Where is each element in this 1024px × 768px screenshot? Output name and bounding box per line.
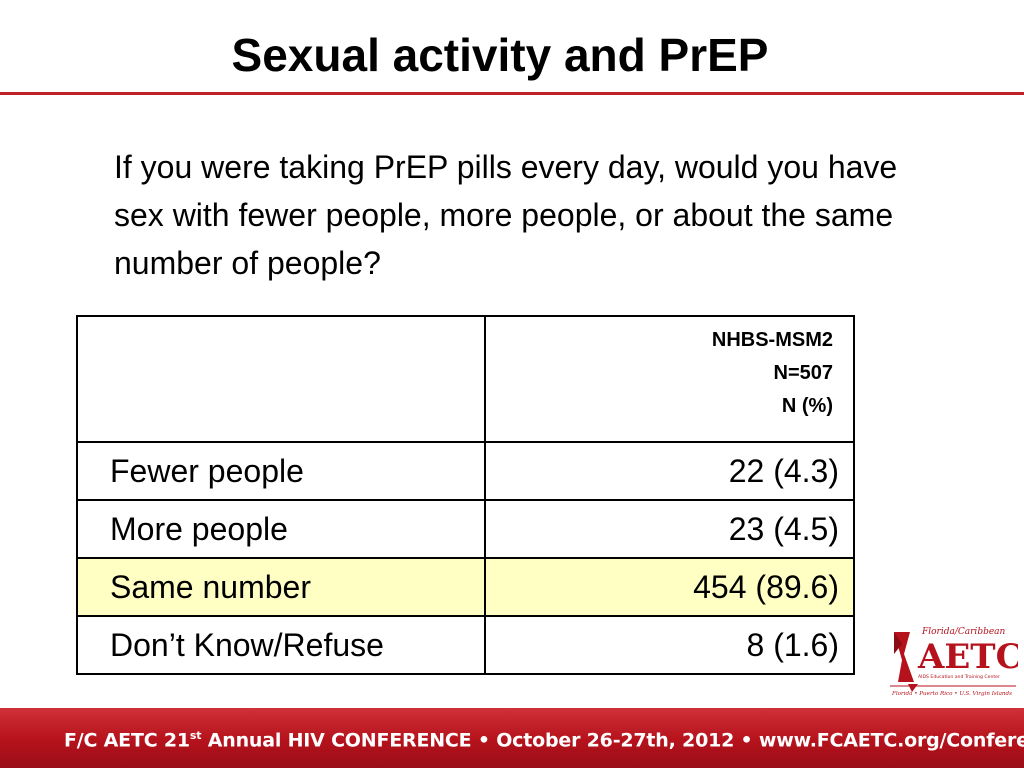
table-row-highlighted: Same number 454 (89.6) [76,557,855,617]
row-label: More people [76,499,486,559]
footer-text-post: Annual HIV CONFERENCE • October 26-27th,… [201,729,1024,752]
row-value: 22 (4.3) [484,441,855,501]
footer-text: F/C AETC 21st Annual HIV CONFERENCE • Oc… [64,729,1024,751]
title-divider [0,92,1024,95]
row-label: Fewer people [76,441,486,501]
logo-bottom-text: Florida • Puerto Rico • U.S. Virgin Isla… [891,691,1012,697]
row-label: Don’t Know/Refuse [76,615,486,675]
aetc-logo: Florida/Caribbean AETC AIDS Education an… [890,627,1018,697]
table-row: Don’t Know/Refuse 8 (1.6) [76,615,855,675]
slide-title: Sexual activity and PrEP [231,29,769,81]
row-value: 454 (89.6) [484,557,855,617]
table-row: More people 23 (4.5) [76,499,855,559]
table-row: Fewer people 22 (4.3) [76,441,855,501]
header-sample-size: N=507 [773,362,834,384]
footer-bar: F/C AETC 21st Annual HIV CONFERENCE • Oc… [0,708,1024,768]
row-value: 8 (1.6) [484,615,855,675]
header-unit: N (%) [781,395,833,417]
survey-question: If you were taking PrEP pills every day,… [114,149,898,281]
results-table: NHBS-MSM2 N=507 N (%) Fewer people 22 (4… [76,315,855,675]
footer-text-pre: F/C AETC 21 [64,729,190,752]
table-header-row: NHBS-MSM2 N=507 N (%) [76,315,855,443]
header-cell: NHBS-MSM2 N=507 N (%) [484,315,855,443]
header-survey-name: NHBS-MSM2 [711,329,833,351]
logo-main-text: AETC [917,637,1018,677]
row-label: Same number [76,557,486,617]
logo-top-text: Florida/Caribbean [921,627,1006,637]
header-empty-cell [76,315,486,443]
footer-text-sup: st [189,729,202,742]
logo-sub-text: AIDS Education and Training Center [918,674,1000,680]
row-value: 23 (4.5) [484,499,855,559]
